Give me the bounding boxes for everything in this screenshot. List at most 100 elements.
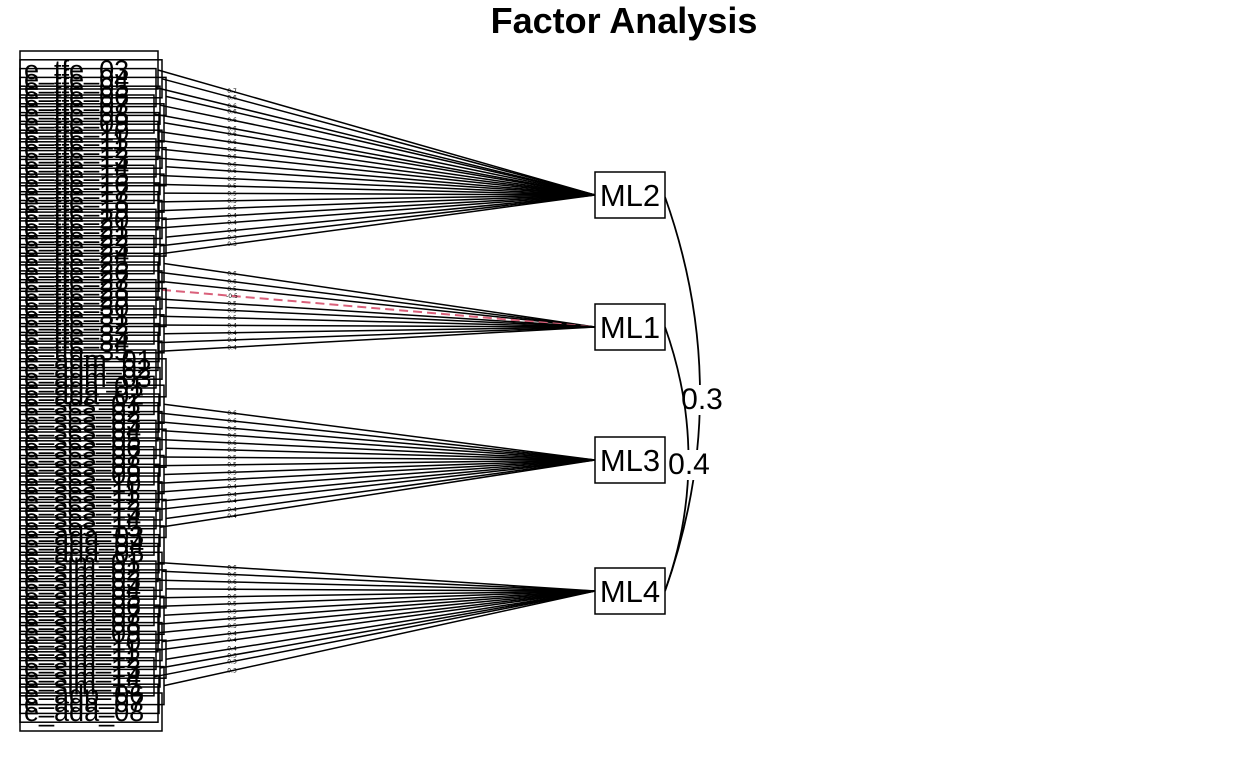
variable-label: e_sim_05 [24,583,141,613]
loading-edge [155,297,596,328]
variable-label: e_ses_12 [24,486,141,516]
loading-label: 0.5 [227,190,237,197]
loading-label: 0.5 [227,308,237,315]
variable-labels: e_tfe_03e_tfe_04e_tfe_05e_tfe_06e_tfe_07… [24,55,152,727]
loading-label: 0.7 [227,88,237,95]
loading-edge [153,194,596,256]
loading-edge [161,570,596,592]
loading-label: 0.4 [227,344,237,351]
variable-label: e_tfe_23 [24,231,129,261]
loading-edge [155,86,596,196]
diagram-title: Factor Analysis [491,0,758,41]
loading-label: 0.5 [227,198,237,205]
variable-label: e_ses_03 [24,407,141,437]
factor-label-ml3: ML3 [600,443,660,478]
loading-label: 0.6 [227,579,237,586]
variable-label: e_sim_07 [24,600,141,630]
loading-label: 0.6 [227,564,237,571]
loading-label: 0.4 [227,498,237,505]
loading-label: 0.6 [227,278,237,285]
loading-label: 0.5 [227,455,237,462]
variable-label: e_tfe_27 [24,266,129,296]
correlation-label-bg [680,385,724,415]
correlation-label: 0.3 [681,383,723,416]
loading-label: 0.3 [227,659,237,666]
loading-label: 0.6 [227,117,237,124]
loading-label: 0.4 [227,507,237,514]
factor-box-ml4 [594,567,666,615]
variable-label: e_tfe_35 [24,336,129,366]
loading-edge [157,69,596,196]
loading-edge [158,326,596,344]
loading-label: 0.4 [227,213,237,220]
variable-label: e_ses_13 [24,495,141,525]
variable-label: e_tfe_08 [24,99,129,129]
loading-edge [155,157,596,196]
loading-labels: 0.70.60.60.60.60.60.60.60.60.60.60.60.50… [226,88,238,675]
loading-label: 0.3 [227,668,237,675]
loading-label: 0.6 [227,161,237,168]
loading-label: 0.6 [227,594,237,601]
loading-edge [157,139,596,196]
variable-label: e_sim_14 [24,662,141,692]
factor-correlations: 0.3 0.4 [664,196,724,592]
loading-label: 0.5 [227,608,237,615]
loading-edge [158,130,596,196]
variable-label: e_tfe_24 [24,240,129,270]
variable-label: e_ses_05 [24,424,141,454]
variable-label: e_sim_12 [24,644,141,674]
loading-label: 0.6 [227,131,237,138]
loading-edge [157,459,596,493]
correlation-label-bg [667,450,711,480]
loading-label: 0.4 [227,491,237,498]
loading-edge [153,590,596,678]
variable-label: e_tfe_31 [24,301,129,331]
variable-label: e_tfe_15 [24,161,129,191]
loading-edge [161,459,596,502]
variable-label: e_tfe_17 [24,178,129,208]
loading-edge [159,590,596,599]
loading-label: 0.6 [227,139,237,146]
variable-label: e_tfe_14 [24,152,129,182]
variable-label: e_sim_15 [24,671,141,701]
variable-label: e_ses_10 [24,468,141,498]
variable-label: e_tfe_30 [24,293,129,323]
factor-label-ml2: ML2 [600,178,660,213]
variable-label: e_tfe_11 [24,125,127,155]
loading-edge [155,194,596,230]
factor-box-ml1 [594,303,666,351]
variable-label: e_sim_13 [24,653,141,683]
loading-label: 0.4 [227,484,237,491]
loading-label: 0.4 [227,322,237,329]
loading-edge [157,561,596,592]
variable-label: e_ses_11 [24,477,139,507]
variable-label: e_tfe_29 [24,284,129,314]
loading-label: 0.4 [227,337,237,344]
loading-edge [157,326,596,353]
loading-label: 0.5 [227,476,237,483]
variable-label: e_ada_01 [24,372,144,402]
loading-edge [165,95,596,196]
variable-label: e_ses_15 [24,512,141,542]
variable-label: e_ada_08 [24,697,144,727]
variable-label: e_sim_06 [24,592,141,622]
variable-label: e_ses_01 [24,389,141,419]
variable-label: e_tfe_06 [24,81,129,111]
loading-label: 0.4 [227,637,237,644]
loading-edges [153,69,596,687]
loading-edge [161,429,596,461]
variable-label: e_ses_09 [24,460,141,490]
variable-label: e_tfe_26 [24,257,129,287]
loading-label: 0.3 [227,652,237,659]
factor-label-ml4: ML4 [600,574,660,609]
variable-label: e_tfe_32 [24,310,129,340]
variable-label: e_sim_04 [24,574,141,604]
loading-label: 0.5 [227,447,237,454]
variable-label: e_sim_03 [24,565,141,595]
variable-label: e_tfe_18 [24,187,129,217]
variable-label: e_tfe_07 [24,90,129,120]
loading-edge [158,194,596,203]
variable-label: e_tfe_16 [24,169,129,199]
loading-edge [153,113,596,196]
variable-label: e_tfe_03 [24,55,129,85]
